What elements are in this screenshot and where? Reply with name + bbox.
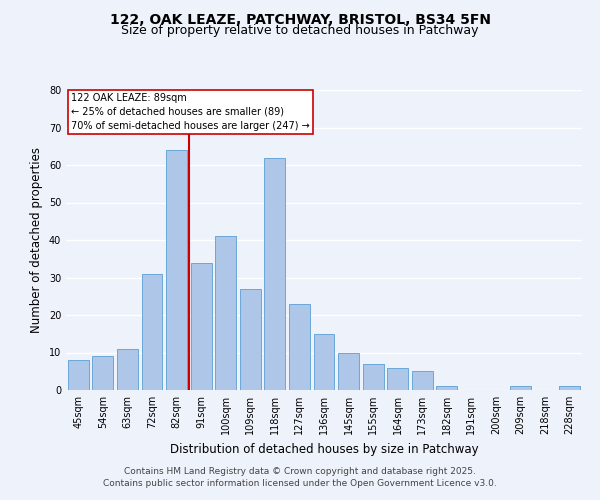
Bar [510, 386, 531, 390]
Text: 122, OAK LEAZE, PATCHWAY, BRISTOL, BS34 5FN: 122, OAK LEAZE, PATCHWAY, BRISTOL, BS34 … [110, 12, 491, 26]
Text: Contains HM Land Registry data © Crown copyright and database right 2025.: Contains HM Land Registry data © Crown c… [124, 467, 476, 476]
Bar [559, 386, 580, 390]
Text: Size of property relative to detached houses in Patchway: Size of property relative to detached ho… [121, 24, 479, 37]
Bar [314, 334, 334, 390]
Bar [117, 349, 138, 390]
Bar [412, 371, 433, 390]
Text: Contains public sector information licensed under the Open Government Licence v3: Contains public sector information licen… [103, 478, 497, 488]
Bar [68, 360, 89, 390]
Bar [436, 386, 457, 390]
Bar [338, 352, 359, 390]
Bar [387, 368, 408, 390]
Bar [362, 364, 383, 390]
Bar [240, 289, 261, 390]
Bar [191, 262, 212, 390]
Bar [166, 150, 187, 390]
Bar [92, 356, 113, 390]
Text: Distribution of detached houses by size in Patchway: Distribution of detached houses by size … [170, 442, 478, 456]
Text: 122 OAK LEAZE: 89sqm
← 25% of detached houses are smaller (89)
70% of semi-detac: 122 OAK LEAZE: 89sqm ← 25% of detached h… [71, 93, 310, 131]
Bar [289, 304, 310, 390]
Y-axis label: Number of detached properties: Number of detached properties [30, 147, 43, 333]
Bar [142, 274, 163, 390]
Bar [265, 158, 286, 390]
Bar [215, 236, 236, 390]
